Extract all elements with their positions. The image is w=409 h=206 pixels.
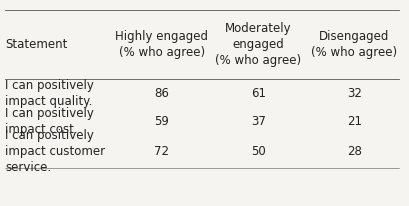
- Text: I can positively
impact cost.: I can positively impact cost.: [5, 107, 94, 136]
- Text: 21: 21: [347, 115, 362, 128]
- Text: 72: 72: [154, 145, 169, 158]
- Text: 86: 86: [155, 87, 169, 100]
- Text: 59: 59: [155, 115, 169, 128]
- Text: 32: 32: [347, 87, 362, 100]
- Text: Highly engaged
(% who agree): Highly engaged (% who agree): [115, 30, 208, 59]
- Text: 50: 50: [251, 145, 265, 158]
- Text: 61: 61: [251, 87, 266, 100]
- Text: Statement: Statement: [5, 37, 68, 50]
- Text: I can positively
impact quality.: I can positively impact quality.: [5, 79, 94, 108]
- Text: Moderately
engaged
(% who agree): Moderately engaged (% who agree): [215, 22, 301, 67]
- Text: 37: 37: [251, 115, 265, 128]
- Text: Disengaged
(% who agree): Disengaged (% who agree): [311, 30, 398, 59]
- Text: I can positively
impact customer
service.: I can positively impact customer service…: [5, 129, 106, 174]
- Text: 28: 28: [347, 145, 362, 158]
